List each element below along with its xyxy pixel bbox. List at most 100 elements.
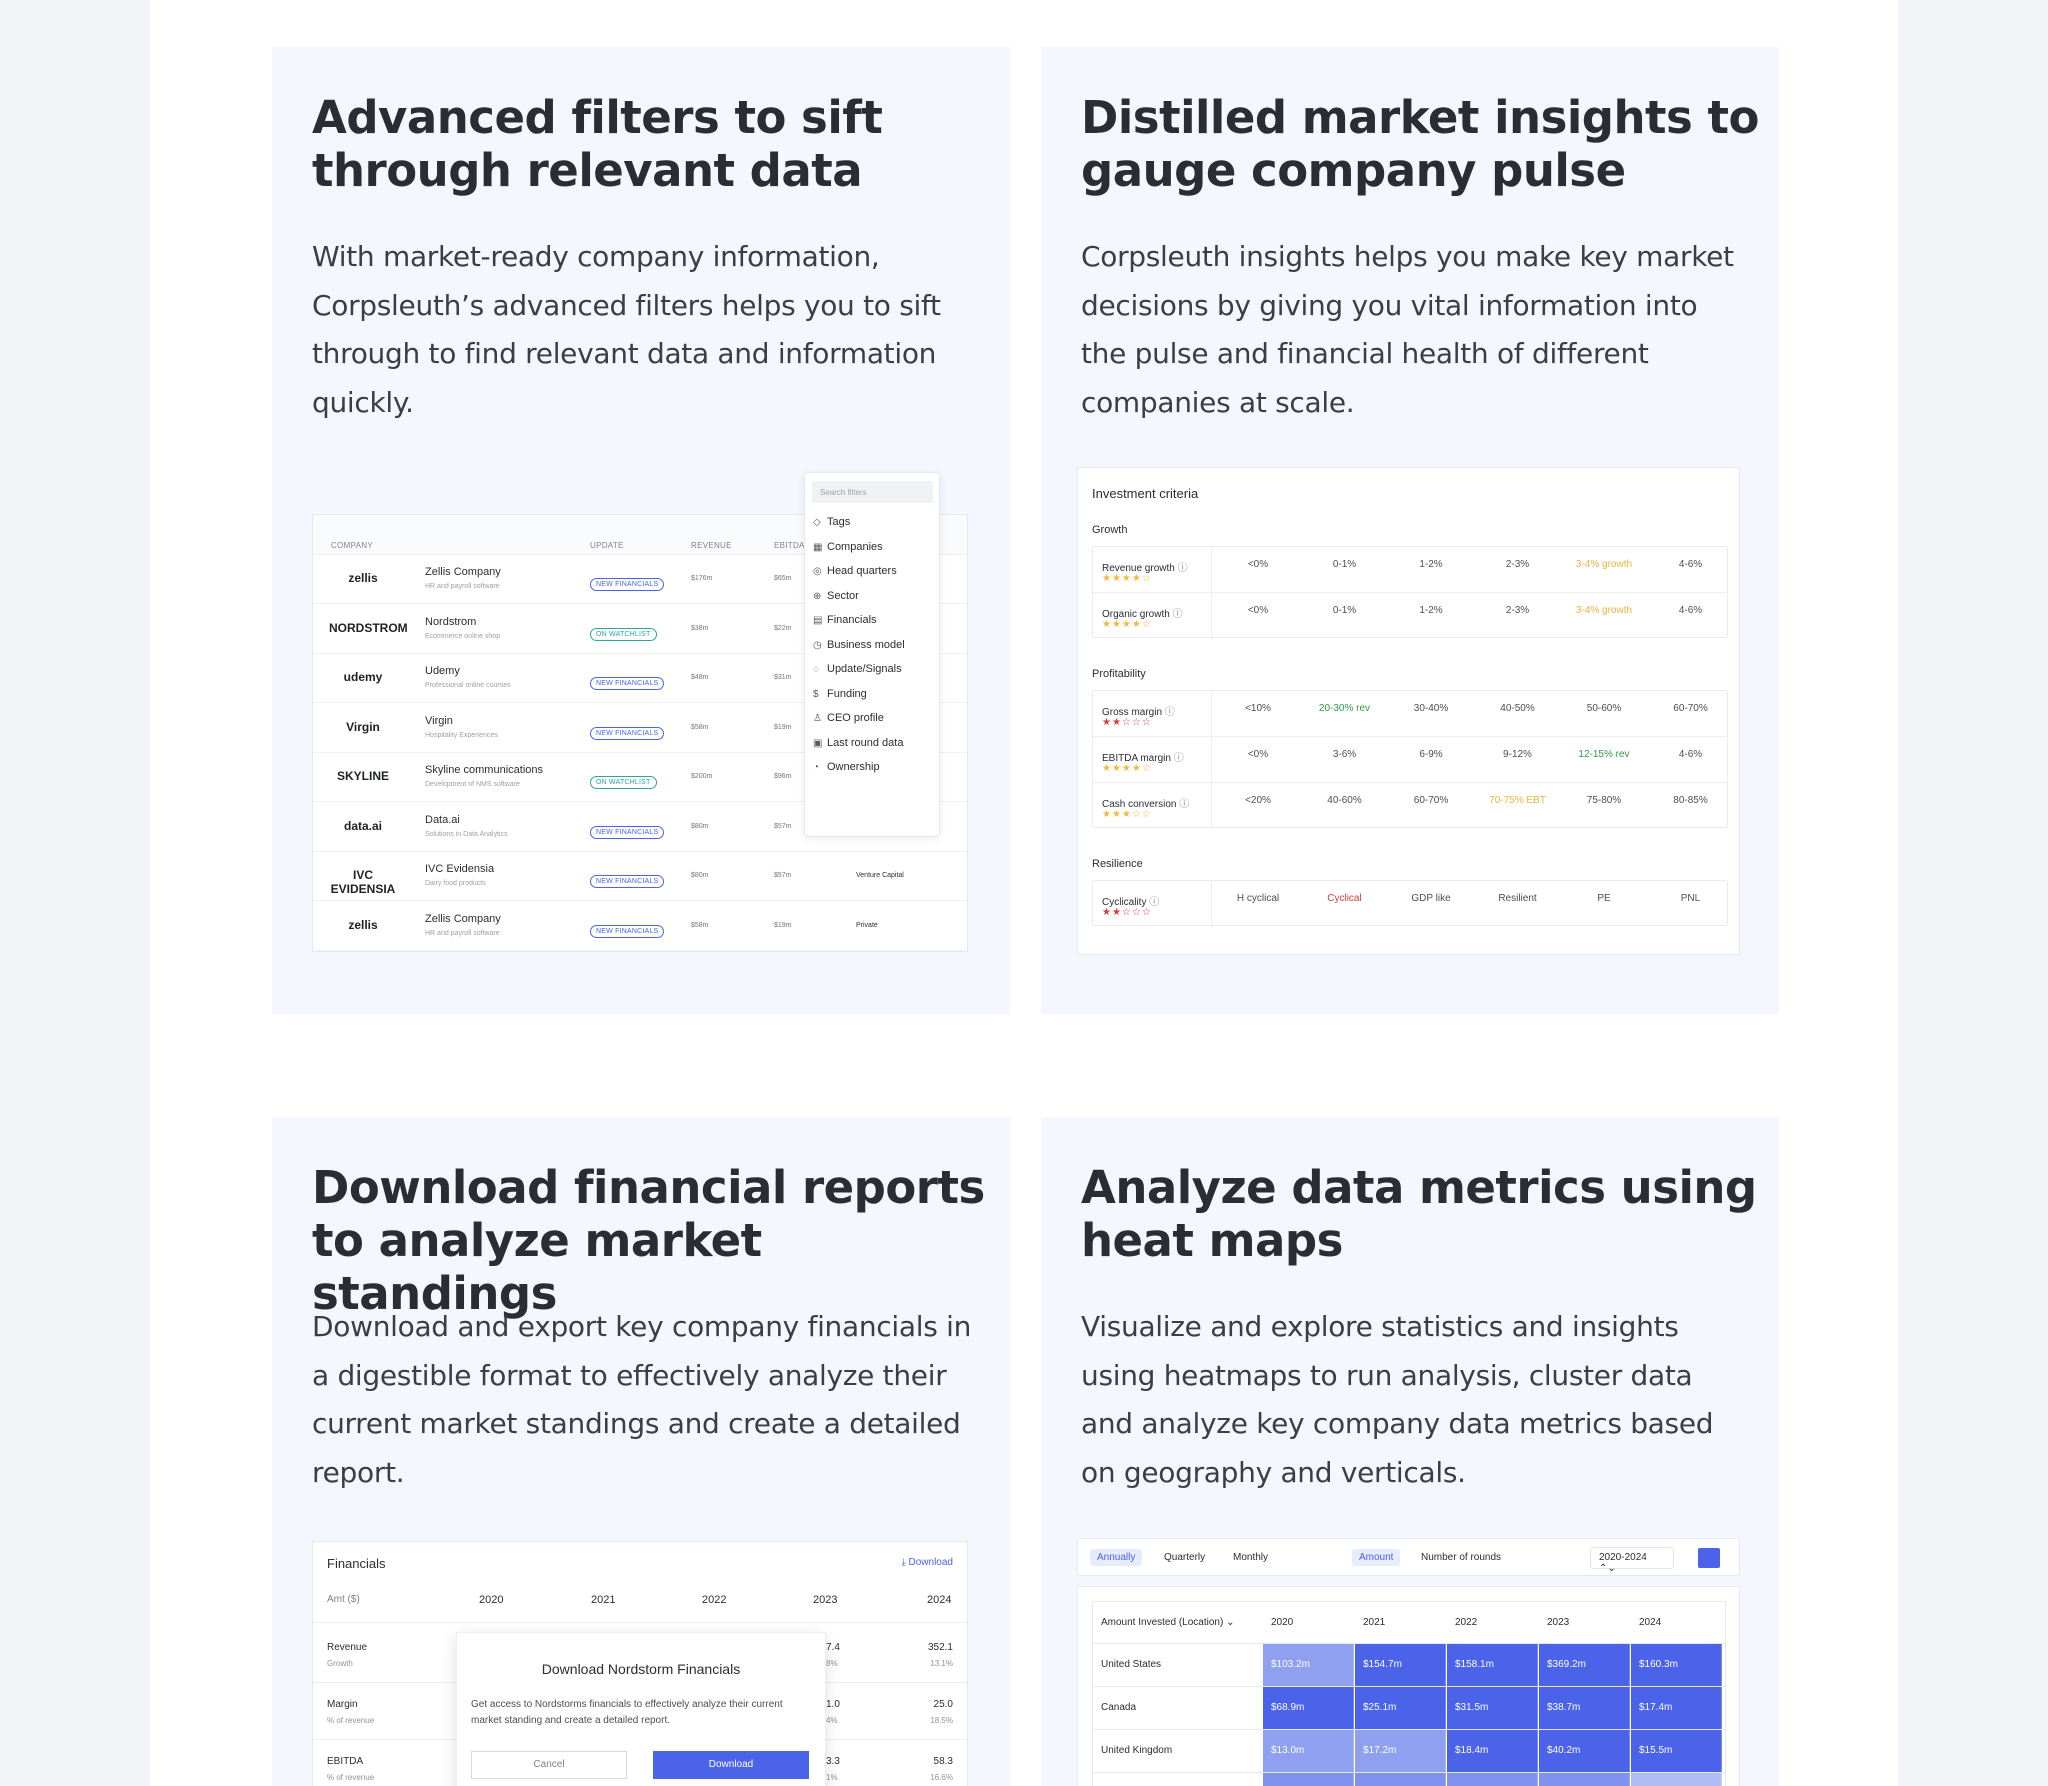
filter-item[interactable]: ▦ Companies xyxy=(813,541,883,557)
heatmap-cell[interactable]: $40.2m xyxy=(1539,1730,1630,1772)
company-name[interactable]: Zellis Company xyxy=(425,912,501,925)
table-row[interactable]: zellis Zellis Company HR and payroll softw… xyxy=(313,902,967,951)
company-name[interactable]: Data.ai xyxy=(425,813,460,826)
tab-monthly[interactable]: Monthly xyxy=(1233,1552,1269,1563)
criteria-range[interactable]: 60-70% xyxy=(1413,795,1449,806)
company-name[interactable]: Zellis Company xyxy=(425,566,501,578)
criteria-range[interactable]: 60-70% xyxy=(1673,703,1708,714)
heatmap-cell[interactable]: $103.2m xyxy=(1263,1644,1354,1686)
col-ebitda[interactable]: EBITDA xyxy=(774,541,805,550)
filter-item[interactable]: ⊕ Sector xyxy=(813,590,859,606)
heatmap-cell[interactable]: $15.5m xyxy=(1631,1730,1722,1772)
col-company[interactable]: COMPANY xyxy=(331,541,373,550)
heatmap-cell[interactable]: $154.7m xyxy=(1355,1644,1446,1686)
criteria-range[interactable]: GDP like xyxy=(1411,893,1451,904)
info-icon[interactable]: ⓘ xyxy=(1146,897,1160,908)
col-revenue[interactable]: REVENUE xyxy=(691,541,732,550)
company-name[interactable]: Virgin xyxy=(425,714,453,727)
criteria-range[interactable]: PE xyxy=(1597,893,1611,904)
company-name[interactable]: Nordstrom xyxy=(425,615,477,628)
filter-item[interactable]: ◌ Update/Signals xyxy=(813,663,902,679)
criteria-range[interactable]: <10% xyxy=(1245,703,1271,714)
company-name[interactable]: Skyline communications xyxy=(425,764,543,776)
tab-amount[interactable]: Amount xyxy=(1352,1549,1401,1566)
table-row[interactable]: udemy Udemy Professional online courses NEW… xyxy=(313,654,967,703)
criteria-range[interactable]: 70-75% EBT xyxy=(1489,795,1546,806)
heatmap-cell[interactable]: $25.1m xyxy=(1355,1687,1446,1729)
download-button[interactable]: Download xyxy=(653,1751,809,1779)
criteria-range[interactable]: Resilient xyxy=(1498,893,1537,904)
criteria-range[interactable]: 2-3% xyxy=(1505,559,1530,570)
info-icon[interactable]: ⓘ xyxy=(1162,707,1175,718)
criteria-range[interactable]: 50-60% xyxy=(1586,703,1622,714)
table-row[interactable]: SKYLINE Skyline communications Development… xyxy=(313,753,967,802)
criteria-range[interactable]: 4-6% xyxy=(1678,749,1703,760)
company-name[interactable]: Udemy xyxy=(425,665,460,677)
criteria-range[interactable]: Cyclical xyxy=(1327,893,1362,904)
table-row[interactable]: data.ai Data.ai Solutions in Data Analytic… xyxy=(313,803,967,852)
cancel-button[interactable]: Cancel xyxy=(471,1751,627,1779)
heatmap-cell[interactable] xyxy=(1263,1773,1354,1786)
criteria-range[interactable]: <0% xyxy=(1247,749,1269,760)
filter-item[interactable]: ▣ Last round data xyxy=(813,737,903,753)
criteria-range[interactable]: 20-30% rev xyxy=(1318,703,1371,714)
tab-quarterly[interactable]: Quarterly xyxy=(1164,1552,1206,1563)
criteria-range[interactable]: PNL xyxy=(1680,893,1701,904)
table-row[interactable]: Virgin Virgin Hospitality Experiences NEW F… xyxy=(313,704,967,753)
table-row[interactable]: IVC EVIDENSIA IVC Evidensia Dairy food pro… xyxy=(313,852,967,901)
col-update[interactable]: UPDATE xyxy=(590,541,624,550)
heatmap-cell[interactable] xyxy=(1447,1773,1538,1786)
criteria-range[interactable]: 3-4% growth xyxy=(1575,605,1633,616)
heatmap-cell[interactable]: $31.5m xyxy=(1447,1687,1538,1729)
criteria-range[interactable]: 9-12% xyxy=(1503,749,1532,760)
filter-item[interactable]: ◷ Business model xyxy=(813,639,905,655)
location-select[interactable]: Amount Invested (Location) ⌄ xyxy=(1101,1617,1235,1628)
criteria-range[interactable]: 40-60% xyxy=(1327,795,1362,806)
heatmap-cell[interactable] xyxy=(1631,1773,1722,1786)
criteria-range[interactable]: 3-6% xyxy=(1332,749,1357,760)
criteria-range[interactable]: 30-40% xyxy=(1413,703,1449,714)
info-icon[interactable]: ⓘ xyxy=(1176,799,1190,810)
download-link[interactable]: ⤓ Download xyxy=(901,1557,953,1568)
criteria-range[interactable]: 4-6% xyxy=(1678,605,1703,616)
filter-search-input[interactable]: Search filters xyxy=(812,481,933,503)
criteria-range[interactable]: 75-80% xyxy=(1586,795,1622,806)
info-icon[interactable]: ⓘ xyxy=(1169,609,1183,620)
info-icon[interactable]: ⓘ xyxy=(1174,563,1188,574)
criteria-range[interactable]: 4-6% xyxy=(1678,559,1703,570)
filter-item[interactable]: ◇ Tags xyxy=(813,516,850,532)
tab-rounds[interactable]: Number of rounds xyxy=(1421,1552,1502,1563)
criteria-range[interactable]: 6-9% xyxy=(1419,749,1443,760)
heatmap-cell[interactable]: $17.4m xyxy=(1631,1687,1722,1729)
filter-item[interactable]: ◔ Ownership xyxy=(813,761,880,777)
year-range-select[interactable]: 2020-2024 ⌃⌄ xyxy=(1590,1547,1674,1574)
criteria-range[interactable]: 0-1% xyxy=(1332,559,1357,570)
heatmap-cell[interactable]: $369.2m xyxy=(1539,1644,1630,1686)
criteria-range[interactable]: 40-50% xyxy=(1500,703,1535,714)
filter-item[interactable]: ▤ Financials xyxy=(813,614,877,630)
criteria-range[interactable]: 80-85% xyxy=(1673,795,1708,806)
tab-annually[interactable]: Annually xyxy=(1090,1549,1143,1566)
criteria-range[interactable]: H cyclical xyxy=(1236,893,1280,904)
heatmap-cell[interactable]: $13.0m xyxy=(1263,1730,1354,1772)
heatmap-cell[interactable] xyxy=(1539,1773,1630,1786)
filter-item[interactable]: ♙ CEO profile xyxy=(813,712,884,728)
criteria-range[interactable]: <0% xyxy=(1247,605,1269,616)
heatmap-cell[interactable] xyxy=(1355,1773,1446,1786)
heatmap-cell[interactable]: $68.9m xyxy=(1263,1687,1354,1729)
info-icon[interactable]: ⓘ xyxy=(1170,753,1184,764)
criteria-range[interactable]: 12-15% rev xyxy=(1578,749,1630,760)
heatmap-cell[interactable]: $158.1m xyxy=(1447,1644,1538,1686)
heatmap-cell[interactable]: $38.7m xyxy=(1539,1687,1630,1729)
criteria-range[interactable]: 2-3% xyxy=(1505,605,1530,616)
criteria-range[interactable]: 3-4% growth xyxy=(1575,559,1633,570)
criteria-range[interactable]: 1-2% xyxy=(1419,559,1443,570)
heatmap-cell[interactable]: $160.3m xyxy=(1631,1644,1722,1686)
heatmap-view-icon[interactable] xyxy=(1698,1548,1720,1568)
filter-item[interactable]: $ Funding xyxy=(813,688,867,704)
table-row[interactable]: NORDSTROM Nordstrom Ecommerce online shop O… xyxy=(313,605,967,654)
criteria-range[interactable]: 0-1% xyxy=(1332,605,1357,616)
heatmap-cell[interactable]: $17.2m xyxy=(1355,1730,1446,1772)
heatmap-cell[interactable]: $18.4m xyxy=(1447,1730,1538,1772)
filter-item[interactable]: ◎ Head quarters xyxy=(813,565,897,581)
